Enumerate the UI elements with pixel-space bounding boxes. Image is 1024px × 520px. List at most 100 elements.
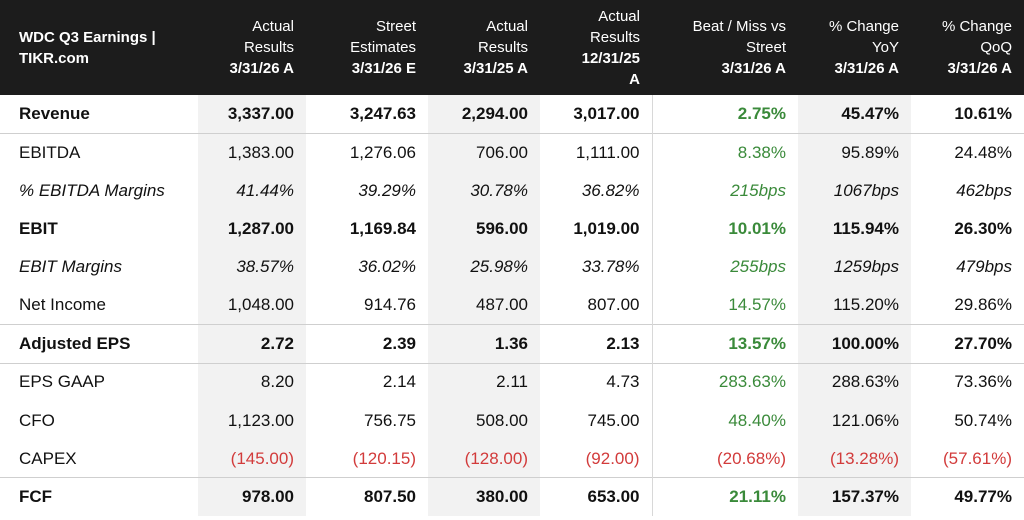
cell-actual-3-31-26: 3,337.00	[198, 95, 306, 134]
cell-street-estimate: 39.29%	[358, 180, 416, 200]
cell-actual-3-31-25: (128.00)	[428, 439, 540, 478]
column-header-change-yoy: % Change YoY 3/31/26 A	[828, 18, 899, 77]
cell-street-estimate: 2.39	[306, 324, 428, 364]
cell-actual-3-31-25: 380.00	[428, 477, 540, 517]
cell-street-estimate: 3,247.63	[349, 103, 416, 123]
table-row-ebit-margins: EBIT Margins 38.57% 36.02% 25.98% 33.78%…	[0, 248, 1024, 287]
row-label: CAPEX	[19, 448, 77, 468]
cell-street-estimate: 807.50	[306, 477, 428, 517]
cell-change-qoq: 10.61%	[954, 103, 1012, 123]
cell-change-yoy: 100.00%	[798, 324, 911, 364]
cell-actual-3-31-26: 8.20	[198, 362, 306, 402]
cell-street-estimate: 1,276.06	[306, 132, 428, 172]
cell-change-qoq: (57.61%)	[943, 448, 1012, 468]
cell-actual-12-31-25: 1,111.00	[540, 132, 652, 172]
cell-change-yoy: 121.06%	[798, 401, 911, 440]
cell-change-qoq: 24.48%	[911, 132, 1024, 172]
cell-change-qoq: 479bps	[956, 257, 1012, 277]
title-line-2: TIKR.com	[19, 49, 90, 67]
column-header-beat-miss: Beat / Miss vs Street 3/31/26 A	[692, 18, 786, 77]
row-label: EBIT	[19, 219, 58, 239]
table-row-net-income: Net Income 1,048.00 914.76 487.00 807.00…	[0, 286, 1024, 325]
cell-beat-miss: 14.57%	[651, 286, 798, 325]
cell-beat-miss: 8.38%	[651, 132, 798, 172]
cell-change-yoy: 1067bps	[798, 171, 911, 210]
cell-beat-miss: 21.11%	[651, 477, 798, 517]
table-row-cfo: CFO 1,123.00 756.75 508.00 745.00 48.40%…	[0, 401, 1024, 440]
row-label: Revenue	[19, 103, 90, 123]
table-row-capex: CAPEX (145.00) (120.15) (128.00) (92.00)…	[0, 439, 1024, 478]
cell-change-qoq: 27.70%	[911, 324, 1024, 364]
table-row-eps-gaap: EPS GAAP 8.20 2.14 2.11 4.73 283.63% 288…	[0, 362, 1024, 402]
table-row-fcf: FCF 978.00 807.50 380.00 653.00 21.11% 1…	[0, 477, 1024, 517]
cell-actual-3-31-25: 596.00	[428, 209, 540, 249]
cell-actual-3-31-25: 706.00	[428, 132, 540, 172]
cell-change-qoq: 26.30%	[954, 219, 1012, 239]
cell-change-yoy: 115.94%	[798, 209, 911, 249]
table-header: WDC Q3 Earnings | TIKR.com Actual Result…	[0, 0, 1024, 95]
cell-change-qoq: 462bps	[956, 180, 1012, 200]
row-label: % EBITDA Margins	[19, 180, 165, 200]
cell-change-qoq: 73.36%	[911, 362, 1024, 402]
cell-actual-12-31-25: 653.00	[540, 477, 652, 517]
table-row-ebitda: EBITDA 1,383.00 1,276.06 706.00 1,111.00…	[0, 132, 1024, 172]
title-line-1: WDC Q3 Earnings |	[19, 28, 156, 46]
cell-change-yoy: 1259bps	[798, 248, 911, 287]
cell-actual-3-31-25: 1.36	[428, 324, 540, 364]
column-header-actual-3-31-25: Actual Results 3/31/25 A	[463, 18, 529, 77]
cell-actual-3-31-26: 1,123.00	[198, 401, 306, 440]
table-row-ebitda-margins: % EBITDA Margins 41.44% 39.29% 30.78% 36…	[0, 171, 1024, 210]
cell-actual-12-31-25: 807.00	[587, 295, 640, 315]
table-body: Revenue 3,337.00 3,247.63 2,294.00 3,017…	[0, 95, 1024, 517]
cell-change-qoq: 49.77%	[911, 477, 1024, 517]
cell-change-yoy: 157.37%	[798, 477, 911, 517]
cell-beat-miss: 48.40%	[651, 401, 798, 440]
row-label: Adjusted EPS	[0, 324, 198, 364]
cell-actual-12-31-25: 36.82%	[581, 180, 640, 200]
cell-change-yoy: (13.28%)	[798, 439, 911, 478]
cell-beat-miss: 255bps	[651, 248, 798, 287]
cell-street-estimate: 914.76	[364, 295, 416, 315]
cell-actual-3-31-26: 1,048.00	[198, 286, 306, 325]
cell-actual-3-31-26: 2.72	[198, 324, 306, 364]
table-row-adjusted-eps: Adjusted EPS 2.72 2.39 1.36 2.13 13.57% …	[0, 324, 1024, 364]
row-label: EBITDA	[0, 132, 198, 172]
cell-street-estimate: (120.15)	[352, 448, 416, 468]
cell-change-yoy: 95.89%	[798, 132, 911, 172]
table-row-ebit: EBIT 1,287.00 1,169.84 596.00 1,019.00 1…	[0, 209, 1024, 249]
cell-actual-3-31-26: 1,287.00	[198, 209, 306, 249]
row-label: Net Income	[19, 295, 106, 315]
cell-change-qoq: 29.86%	[954, 295, 1012, 315]
column-header-actual-3-31-26: Actual Results 3/31/26 A	[229, 18, 295, 77]
cell-actual-3-31-25: 30.78%	[428, 171, 540, 210]
cell-actual-3-31-26: 978.00	[198, 477, 306, 517]
cell-actual-3-31-26: 1,383.00	[198, 132, 306, 172]
cell-actual-3-31-25: 508.00	[428, 401, 540, 440]
cell-change-yoy: 115.20%	[798, 286, 911, 325]
cell-change-qoq: 50.74%	[954, 410, 1012, 430]
table-title: WDC Q3 Earnings | TIKR.com	[0, 0, 198, 95]
cell-beat-miss: 13.57%	[651, 324, 798, 364]
cell-street-estimate: 756.75	[364, 410, 416, 430]
table-row-revenue: Revenue 3,337.00 3,247.63 2,294.00 3,017…	[0, 95, 1024, 134]
cell-actual-3-31-25: 2.11	[428, 362, 540, 402]
cell-street-estimate: 2.14	[306, 362, 428, 402]
cell-street-estimate: 1,169.84	[349, 219, 416, 239]
cell-beat-miss: 283.63%	[651, 362, 798, 402]
column-header-actual-12-31-25: Actual Results 12/31/25 A	[581, 7, 640, 88]
cell-beat-miss: (20.68%)	[651, 439, 798, 478]
cell-actual-12-31-25: 4.73	[540, 362, 652, 402]
cell-beat-miss: 2.75%	[651, 95, 798, 134]
cell-actual-3-31-26: 38.57%	[198, 248, 306, 287]
column-header-change-qoq: % Change QoQ 3/31/26 A	[941, 18, 1012, 77]
cell-actual-3-31-26: 41.44%	[198, 171, 306, 210]
row-label: EBIT Margins	[19, 257, 122, 277]
row-label: FCF	[0, 477, 198, 517]
cell-actual-12-31-25: 2.13	[540, 324, 652, 364]
cell-beat-miss: 10.01%	[651, 209, 798, 249]
cell-actual-3-31-25: 25.98%	[428, 248, 540, 287]
cell-street-estimate: 36.02%	[358, 257, 416, 277]
cell-actual-12-31-25: 3,017.00	[573, 103, 640, 123]
cell-change-yoy: 45.47%	[798, 95, 911, 134]
